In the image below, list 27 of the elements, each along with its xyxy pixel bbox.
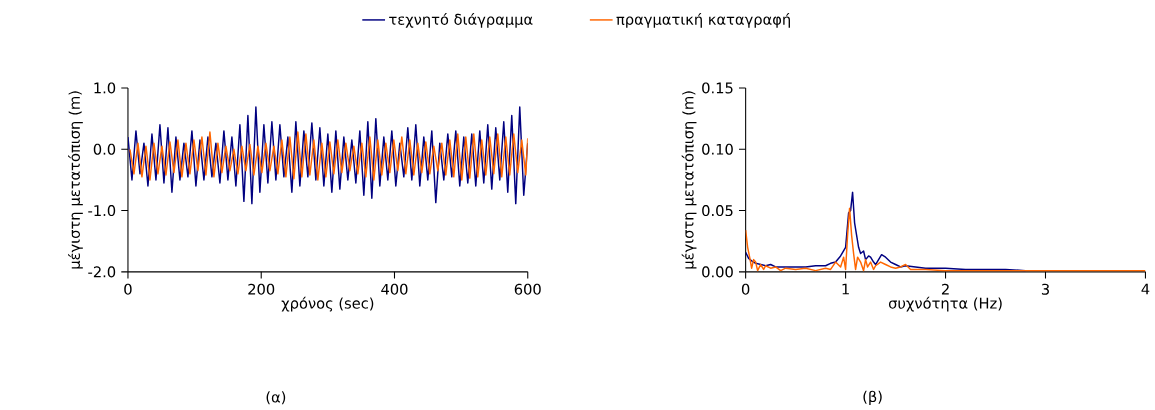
- y-tick-label: -2.0: [88, 266, 116, 278]
- x-tick-label: 0: [124, 283, 132, 295]
- y-tick-label: 0.00: [702, 266, 733, 278]
- y-axis-title: μέγιστη μετατόπιση (m): [681, 91, 697, 269]
- x-tick-label: 200: [248, 283, 275, 295]
- y-tick-label: 1.0: [94, 82, 116, 94]
- x-tick-label: 2: [941, 283, 949, 295]
- x-axis-title: συχνότητα (Hz): [888, 296, 1002, 312]
- legend-label: πραγματική καταγραφή: [616, 13, 790, 28]
- x-axis-title: χρόνος (sec): [281, 296, 374, 312]
- text: (β): [863, 390, 882, 406]
- y-tick-label: 0.0: [93, 143, 116, 155]
- x-tick-label: 4: [1141, 283, 1150, 295]
- line-series: [127, 106, 528, 205]
- y-tick-label: 0.05: [702, 205, 733, 217]
- line-series: [129, 131, 528, 181]
- x-tick-label: 1: [842, 283, 849, 295]
- legend-label: τεχνητό διάγραμμα: [389, 13, 533, 28]
- y-tick-label: -1.0: [88, 205, 116, 217]
- y-tick-label: 0.15: [702, 82, 733, 94]
- y-tick-label: 0.10: [702, 143, 733, 155]
- text: (α): [266, 391, 286, 405]
- x-tick-label: 400: [381, 283, 408, 295]
- y-axis-title: μέγιστη μετατόπιση (m): [68, 91, 83, 269]
- x-tick-label: 0: [741, 283, 750, 295]
- x-tick-label: 600: [514, 283, 541, 295]
- x-tick-label: 3: [1041, 283, 1049, 295]
